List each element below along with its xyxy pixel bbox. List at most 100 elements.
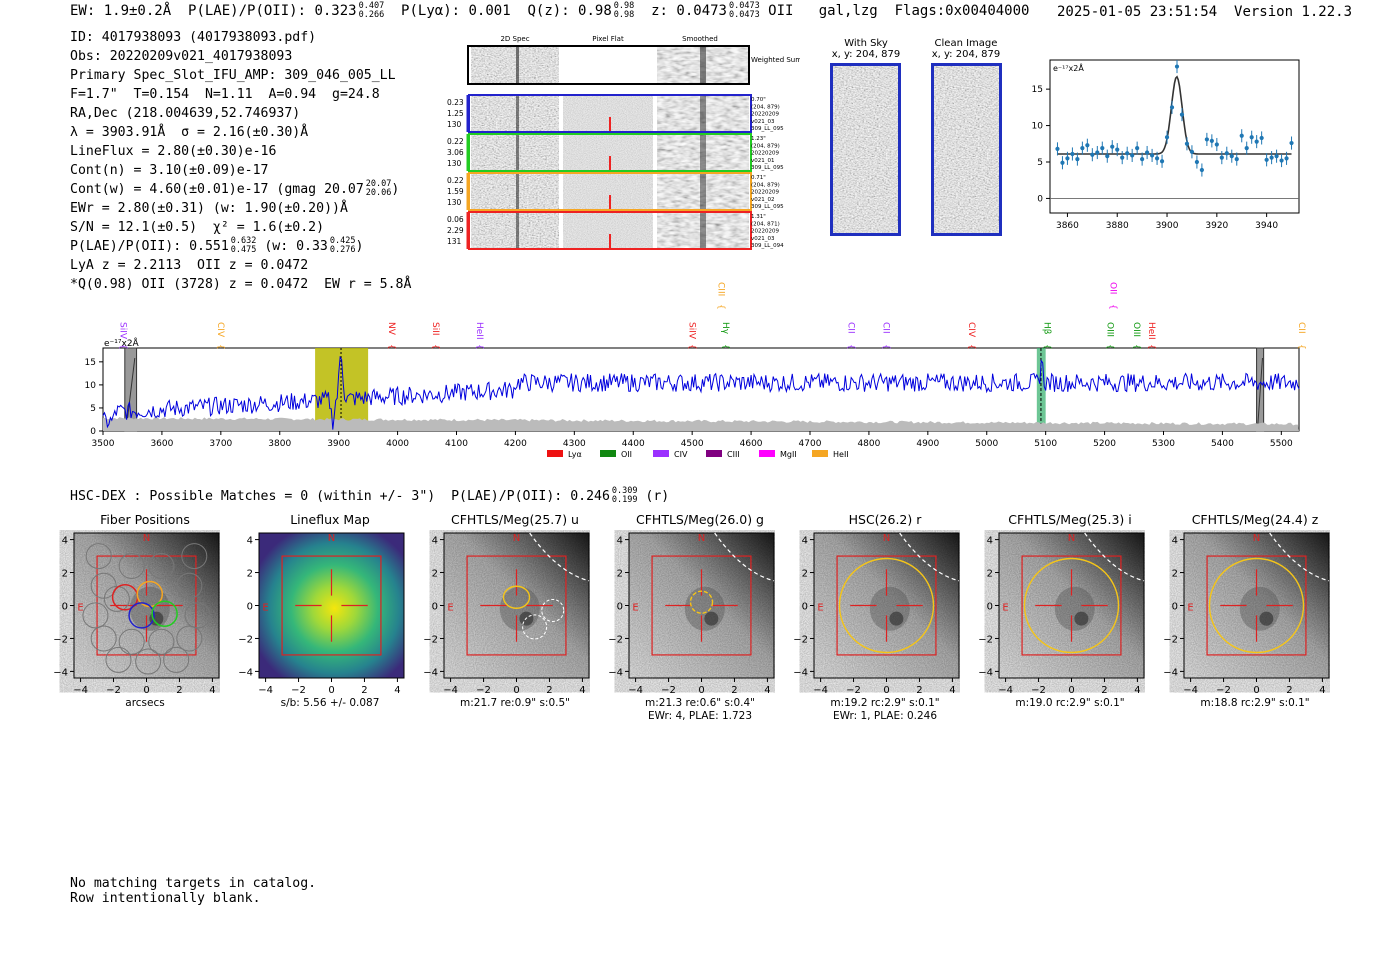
galaxy-glow <box>1239 586 1280 631</box>
fiber-meta: 20220209 <box>751 229 779 235</box>
x-tick-label: 5400 <box>1211 439 1234 449</box>
north-label: N <box>698 533 705 544</box>
col-title-flat: Pixel Flat <box>592 35 624 43</box>
lineflux-map <box>259 533 404 678</box>
y-tick-label: 2 <box>247 569 253 580</box>
y-tick-label: 0 <box>802 602 808 613</box>
y-tick-label: 0 <box>247 602 253 613</box>
info-slot: Primary Spec_Slot_IFU_AMP: 309_046_005_L… <box>70 68 396 83</box>
fiber-circle <box>148 628 175 655</box>
hsc-dex-summary: HSC-DEX : Possible Matches = 0 (within +… <box>70 486 670 505</box>
thumb-image: N E −4 −2 0 2 4 4 2 0 −2 −4 <box>608 532 775 696</box>
north-label: N <box>1253 533 1260 544</box>
fiber-meta: 0.71" <box>751 175 766 181</box>
galaxy-glow <box>684 586 725 631</box>
info-obs: Obs: 20220209v021_4017938093 <box>70 49 293 64</box>
fiber-meta: v021_02 <box>751 197 775 203</box>
data-point <box>1274 154 1279 159</box>
fiber-circle <box>103 585 130 612</box>
fiber-stat: 130 <box>447 159 462 168</box>
x-tick-label: −2 <box>291 685 306 696</box>
galaxy-glow <box>869 586 910 631</box>
line-id-bracket: { <box>881 344 891 350</box>
x-tick-label: 4 <box>1134 685 1140 696</box>
line-id-label: SiII <box>430 322 440 336</box>
data-point <box>1179 112 1185 117</box>
y-tick-label: 0 <box>1172 602 1178 613</box>
neighbor-ellipse <box>522 614 548 640</box>
data-point <box>1234 156 1239 162</box>
neighbor-arc <box>899 532 960 582</box>
north-label: N <box>143 533 150 544</box>
summary-line: EW: 1.9±0.2Å P(LAE)/P(OII): 0.323 0.407 0.… <box>70 1 1030 20</box>
pixel-noise <box>1184 533 1329 678</box>
y-tick-label: 4 <box>1172 536 1178 547</box>
plae-summary: P(LAE)/P(OII): 0.323 <box>188 3 357 19</box>
legend-swatch <box>706 450 722 457</box>
fiber-meta: 1.23" <box>751 136 766 142</box>
thumb-title: Lineflux Map <box>290 512 370 527</box>
line-id-label: CII <box>881 322 891 334</box>
data-point <box>1199 167 1204 173</box>
x-tick-label: 0 <box>513 685 519 696</box>
data-point <box>1259 135 1264 141</box>
fiber-stat: 2.29 <box>447 226 464 235</box>
fiber-meta: (204, 879) <box>751 143 780 149</box>
fiber-meta: v021_03 <box>751 119 775 125</box>
data-point <box>1194 159 1200 165</box>
aperture-circle <box>838 557 935 654</box>
y-tick-label: 4 <box>62 536 68 547</box>
line-id-label: CIV <box>215 322 225 338</box>
x-tick-label: 4 <box>949 685 955 696</box>
data-point <box>1125 151 1130 156</box>
info-radec: RA,Dec (218.004639,52.746937) <box>70 106 301 121</box>
data-point <box>1090 152 1095 157</box>
pixel-flat-image <box>563 212 653 249</box>
pixel-flat-image <box>563 173 653 210</box>
x-tick-label: 3860 <box>1056 221 1079 231</box>
line-id-bracket: { <box>966 344 976 350</box>
thumb-title: CFHTLS/Meg(26.0) g <box>636 512 764 527</box>
info-q-line: *Q(0.98) OII (3728) z = 0.0472 EW r = 5.… <box>70 277 412 292</box>
cutout-row: 0.06 2.29 131 1.31"(204, 871) 20220209v021_0… <box>447 211 784 250</box>
ew-value: EW: 1.9±0.2Å <box>70 3 172 19</box>
data-point <box>1279 158 1284 163</box>
x-tick-label: 2 <box>1286 685 1292 696</box>
y-tick-label: 5 <box>90 404 96 414</box>
fiber-circle <box>148 552 175 579</box>
legend-swatch <box>547 450 563 457</box>
cutout-row: 0.22 3.06 130 1.23"(204, 879) 20220209v021_0… <box>447 133 784 172</box>
fiber-meta: 309_LL_094 <box>751 243 784 249</box>
fiber-stat: 0.22 <box>447 137 464 146</box>
thumb-image: N E −4 −2 0 2 4 4 2 0 −2 −4 <box>238 532 405 696</box>
info-fwhm: F=1.7" T=0.154 N=1.11 A=0.94 g=24.8 <box>70 87 380 102</box>
data-point <box>1115 147 1120 152</box>
fiber-meta: v021_03 <box>751 236 775 242</box>
neighbor-arc <box>1269 532 1330 582</box>
pixel-noise <box>999 533 1144 678</box>
y-tick-label: 4 <box>247 536 253 547</box>
data-point <box>1209 138 1214 143</box>
x-tick-label: 4100 <box>445 439 468 449</box>
x-tick-label: 4600 <box>740 439 763 449</box>
emission-trace <box>516 95 519 132</box>
x-tick-label: −2 <box>476 685 491 696</box>
cutout-row: 0.23 1.25 130 0.70"(204, 879) 20220209v021_0… <box>447 94 784 133</box>
emission-trace-smooth <box>700 134 706 171</box>
y-tick-label: 2 <box>62 569 68 580</box>
x-tick-label: −4 <box>628 685 643 696</box>
thumb-image: N E −4 −2 0 2 4 4 2 0 −2 −4 <box>423 532 590 696</box>
timestamp: 2025-01-05 23:51:54 <box>1057 4 1218 20</box>
x-tick-label: −4 <box>998 685 1013 696</box>
data-point <box>1065 156 1070 161</box>
line-id-bracket: { <box>430 344 440 350</box>
weighted-sum-label: Weighted Sum <box>751 56 800 64</box>
y-tick-label: −2 <box>238 634 253 645</box>
x-tick-label: −2 <box>661 685 676 696</box>
data-point <box>1169 105 1175 110</box>
x-tick-label: −4 <box>258 685 273 696</box>
z-line: OII <box>768 3 794 19</box>
x-tick-label: 4300 <box>563 439 586 449</box>
x-tick-label: 2 <box>546 685 552 696</box>
